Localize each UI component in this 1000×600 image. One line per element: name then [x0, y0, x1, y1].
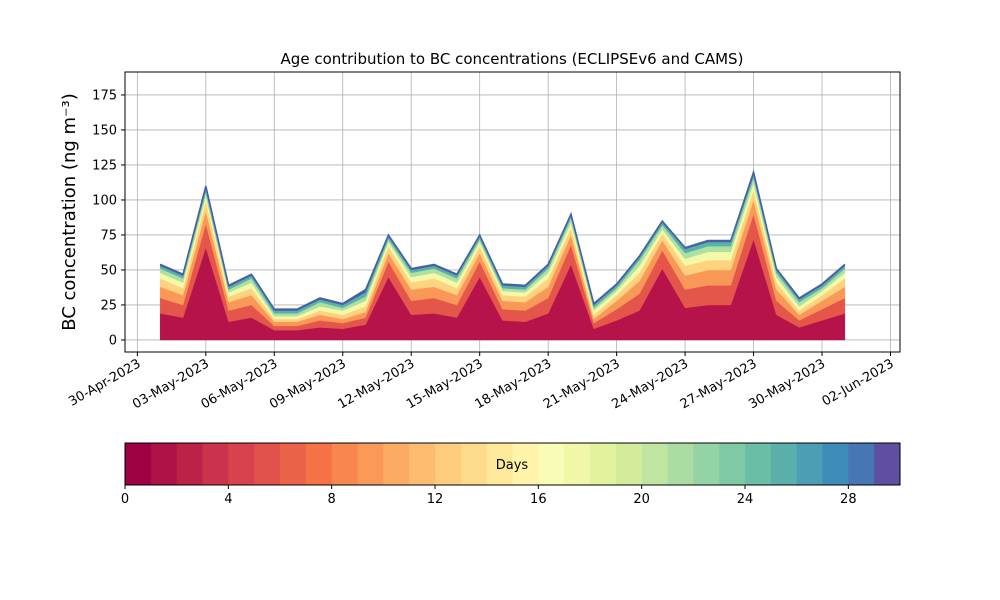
x-tick-label: 18-May-2023 [472, 356, 554, 412]
y-tick-label: 150 [92, 123, 117, 138]
colorbar-label: Days [496, 458, 529, 473]
colorbar-cell [280, 443, 307, 485]
y-tick-label: 50 [100, 263, 117, 278]
colorbar-cell [641, 443, 668, 485]
colorbar-tick-label: 0 [121, 492, 129, 507]
colorbar-cell [383, 443, 410, 485]
colorbar-tick-label: 20 [633, 492, 650, 507]
colorbar-cell [745, 443, 772, 485]
colorbar-cell [409, 443, 436, 485]
colorbar-tick-label: 24 [737, 492, 754, 507]
plot-frame [124, 71, 901, 353]
colorbar-cell [254, 443, 281, 485]
colorbar-cell [770, 443, 798, 485]
colorbar-cell [590, 443, 617, 485]
colorbar-cell [719, 443, 746, 485]
colorbar-cell [667, 443, 694, 485]
colorbar-cell [538, 443, 565, 485]
colorbar-cell [460, 443, 488, 485]
x-tick-label: 27-May-2023 [678, 356, 760, 412]
x-tick-label: 09-May-2023 [267, 356, 349, 412]
x-tick-label: 06-May-2023 [199, 356, 281, 412]
colorbar-cell [357, 443, 384, 485]
x-tick-label: 30-May-2023 [746, 356, 828, 412]
colorbar-cell [693, 443, 720, 485]
colorbar-cell [125, 443, 152, 485]
colorbar-cell [305, 443, 333, 485]
colorbar-cell [564, 443, 591, 485]
colorbar-frame [124, 442, 901, 486]
colorbar-cell [150, 443, 178, 485]
chart-title: Age contribution to BC concentrations (E… [281, 50, 744, 68]
colorbar-tick-label: 4 [224, 492, 232, 507]
colorbar-cell [615, 443, 643, 485]
x-tick-label: 21-May-2023 [541, 356, 623, 412]
colorbar-cell [486, 443, 513, 485]
colorbar-cell [228, 443, 255, 485]
colorbar-cell [848, 443, 875, 485]
colorbar-cell [512, 443, 539, 485]
y-tick-label: 100 [92, 193, 117, 208]
colorbar-tick-label: 12 [427, 492, 444, 507]
total-outline [159, 169, 846, 310]
y-tick-label: 125 [92, 158, 117, 173]
x-tick-label: 03-May-2023 [130, 356, 212, 412]
y-tick-label: 0 [109, 333, 117, 348]
colorbar-cell [202, 443, 229, 485]
colorbar-cell [874, 443, 901, 485]
colorbar-tick-label: 28 [840, 492, 857, 507]
colorbar-tick-label: 8 [328, 492, 336, 507]
colorbar-cell [176, 443, 203, 485]
y-axis-label: BC concentration (ng m⁻³) [59, 93, 80, 331]
x-tick-label: 24-May-2023 [609, 356, 691, 412]
x-tick-label: 15-May-2023 [404, 356, 486, 412]
x-tick-label: 12-May-2023 [336, 356, 418, 412]
y-tick-label: 175 [92, 88, 117, 103]
colorbar-tick-label: 16 [530, 492, 547, 507]
y-tick-label: 25 [100, 298, 117, 313]
colorbar-cell [331, 443, 358, 485]
colorbar-cell [822, 443, 849, 485]
colorbar-cell [796, 443, 823, 485]
x-tick-label: 02-Jun-2023 [820, 356, 897, 409]
y-tick-label: 75 [100, 228, 117, 243]
colorbar-cell [435, 443, 462, 485]
